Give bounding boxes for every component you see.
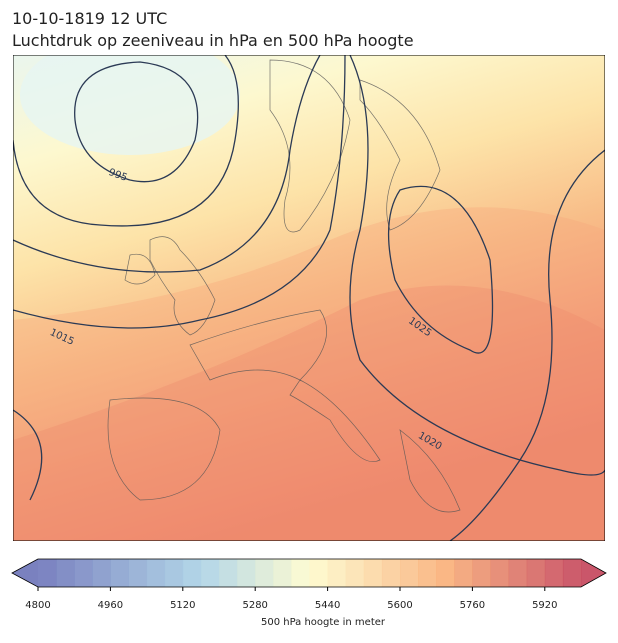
colorbar-band: [309, 559, 329, 587]
colorbar-band: [146, 559, 166, 587]
colorbar-band: [237, 559, 256, 587]
colorbar-band: [164, 559, 184, 587]
colorbar-outline: [11, 558, 607, 588]
colorbar-band: [273, 559, 292, 587]
colorbar-band: [92, 559, 111, 587]
colorbar-band: [38, 559, 57, 587]
colorbar-band: [327, 559, 347, 587]
colorbar-band: [472, 559, 491, 587]
subtitle: Luchtdruk op zeeniveau in hPa en 500 hPa…: [12, 31, 414, 50]
colorbar-band: [74, 559, 93, 587]
colorbar-band: [182, 559, 202, 587]
map: [13, 55, 605, 541]
tick-label: 5600: [387, 600, 412, 611]
tick-label: 5760: [460, 600, 485, 611]
colorbar-band: [110, 559, 129, 587]
colorbar-band: [219, 559, 238, 587]
tick-label: 5280: [242, 600, 267, 611]
colorbar-band: [544, 559, 564, 587]
tick-label: 5440: [315, 600, 340, 611]
colorbar-band: [418, 559, 437, 587]
colorbar-extend: [12, 559, 38, 587]
colorbar-extend: [581, 559, 606, 587]
colorbar-label: 500 hPa hoogte in meter: [261, 617, 386, 628]
colorbar-band: [454, 559, 473, 587]
colorbar-band: [490, 559, 510, 587]
colorbar-band: [363, 559, 383, 587]
colorbar-band: [400, 559, 419, 587]
colorbar: 4800 4960 5120 5280 5440 5600 5760 5920: [11, 558, 607, 611]
colorbar-band: [562, 559, 582, 587]
colorbar-band: [128, 559, 148, 587]
title: 10-10-1819 12 UTC: [12, 9, 167, 28]
colorbar-band: [436, 559, 455, 587]
colorbar-band: [381, 559, 401, 587]
colorbar-band: [508, 559, 528, 587]
colorbar-band: [526, 559, 546, 587]
colorbar-band: [255, 559, 274, 587]
colorbar-band: [56, 559, 75, 587]
tick-label: 4800: [25, 600, 50, 611]
colorbar-band: [345, 559, 365, 587]
tick-label: 4960: [98, 600, 123, 611]
colorbar-band: [200, 559, 220, 587]
tick-label: 5920: [532, 600, 557, 611]
tick-label: 5120: [170, 600, 195, 611]
colorbar-band: [291, 559, 310, 587]
